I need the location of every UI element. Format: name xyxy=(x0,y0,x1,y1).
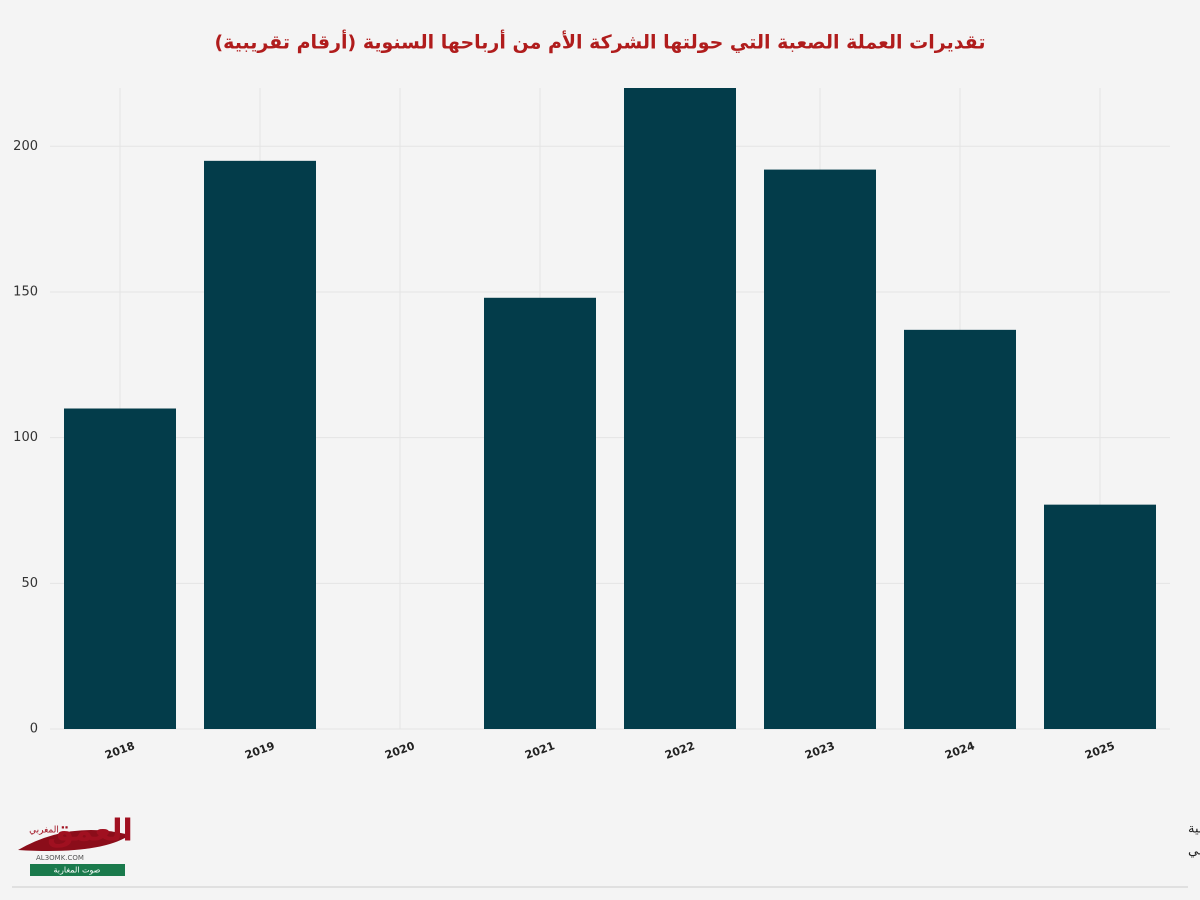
bar xyxy=(484,297,596,729)
x-tick-label: 2021 xyxy=(523,739,556,762)
logo-subtitle: المغربي xyxy=(29,826,59,836)
y-tick-label: 150 xyxy=(13,284,38,299)
logo: العمق المغربي AL3OMK.COM صوت المغاربة xyxy=(18,814,133,876)
logo-name: العمق xyxy=(47,814,133,849)
x-tick-label: 2024 xyxy=(943,739,977,762)
y-tick-label: 50 xyxy=(21,576,38,591)
bar xyxy=(64,408,176,729)
bar xyxy=(904,329,1016,729)
logo-tagline: صوت المغاربة xyxy=(54,866,101,875)
y-tick-label: 200 xyxy=(13,139,38,154)
credit-note: تجميع وترتيب: جريدة العمق المغربي xyxy=(1188,844,1200,859)
bar xyxy=(1044,504,1156,729)
x-tick-label: 2023 xyxy=(803,739,836,762)
y-tick-label: 100 xyxy=(13,430,38,445)
x-tick-label: 2025 xyxy=(1083,739,1116,762)
bar xyxy=(764,169,876,730)
logo-band xyxy=(30,864,125,876)
logo-site: AL3OMK.COM xyxy=(36,854,84,862)
x-tick-label: 2022 xyxy=(663,739,696,762)
x-tick-label: 2020 xyxy=(383,739,417,762)
bar xyxy=(204,160,316,729)
source-note: مصدر الأرقام: مصادر مختلفة تم تجميعها بت… xyxy=(1188,820,1200,837)
x-tick-label: 2018 xyxy=(103,739,136,762)
y-tick-label: 0 xyxy=(30,722,38,737)
logo-swoosh xyxy=(18,830,130,851)
bar xyxy=(624,88,736,729)
chart-title: تقديرات العملة الصعبة التي حولتها الشركة… xyxy=(215,30,986,54)
x-tick-label: 2019 xyxy=(243,739,276,762)
